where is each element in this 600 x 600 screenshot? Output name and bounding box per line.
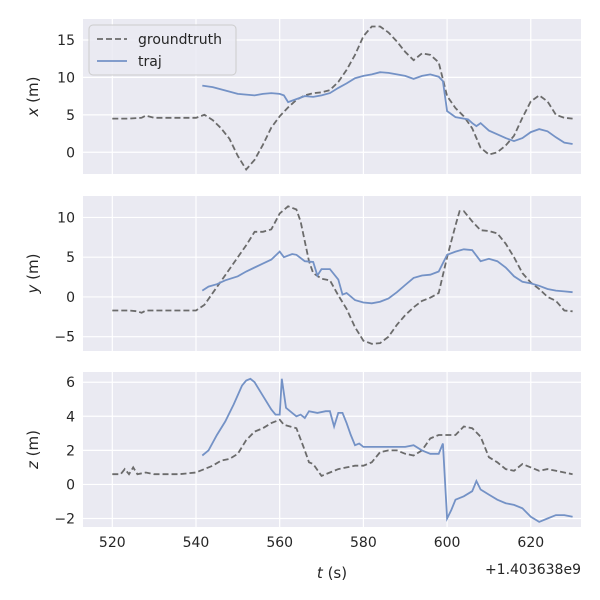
y-tick-label: 5	[66, 250, 75, 266]
y-tick-label: 0	[66, 145, 75, 161]
y-tick-label: −2	[54, 511, 75, 527]
y-tick-label: −5	[54, 330, 75, 346]
series-traj-z	[201, 377, 573, 523]
panel-z: −2 0 2 4 6 z (m)	[24, 372, 581, 527]
series-traj-y	[201, 248, 573, 305]
plot-area-y	[83, 196, 581, 351]
y-axis-label-y: y (m)	[24, 254, 42, 295]
x-offset-label: +1.403638e9	[485, 562, 581, 578]
y-tick-label: 4	[66, 409, 75, 425]
legend-box	[88, 24, 237, 76]
series-groundtruth-z	[112, 418, 573, 478]
x-tick-label: 560	[266, 535, 293, 551]
y-tick-label: 10	[57, 210, 75, 226]
legend: groundtruth traj	[88, 24, 237, 76]
legend-label-groundtruth: groundtruth	[138, 32, 222, 48]
legend-label-traj: traj	[138, 54, 162, 70]
y-axis-unit: (m)	[24, 254, 42, 285]
x-tick-label: 520	[99, 535, 126, 551]
plot-area-z	[83, 372, 581, 527]
x-axis-label: t (s)	[317, 564, 347, 582]
x-tick-label: 620	[517, 535, 544, 551]
panel-y: −5 0 5 10 y (m)	[24, 196, 581, 351]
y-tick-label: 10	[57, 70, 75, 86]
y-axis-label-z: z (m)	[24, 430, 42, 470]
y-tick-label: 5	[66, 108, 75, 124]
y-axis-var: z	[24, 460, 42, 470]
series-groundtruth-x	[112, 25, 573, 172]
y-axis-var: x	[24, 107, 42, 117]
y-tick-label: 0	[66, 290, 75, 306]
x-tick-label: 580	[350, 535, 377, 551]
x-axis-var: t	[317, 564, 324, 582]
y-tick-label: 2	[66, 443, 75, 459]
x-axis-unit: (s)	[323, 564, 347, 582]
x-tick-label: 600	[434, 535, 461, 551]
y-axis-unit: (m)	[24, 77, 42, 108]
y-axis-label-x: x (m)	[24, 77, 42, 118]
y-axis-unit: (m)	[24, 430, 42, 461]
series-traj-x	[202, 71, 573, 145]
y-tick-label: 15	[57, 33, 75, 49]
series-groundtruth-y	[112, 205, 573, 345]
y-axis-var: y	[24, 283, 42, 294]
y-tick-label: 0	[66, 477, 75, 493]
x-tick-label: 540	[183, 535, 210, 551]
y-tick-label: 6	[66, 375, 75, 391]
